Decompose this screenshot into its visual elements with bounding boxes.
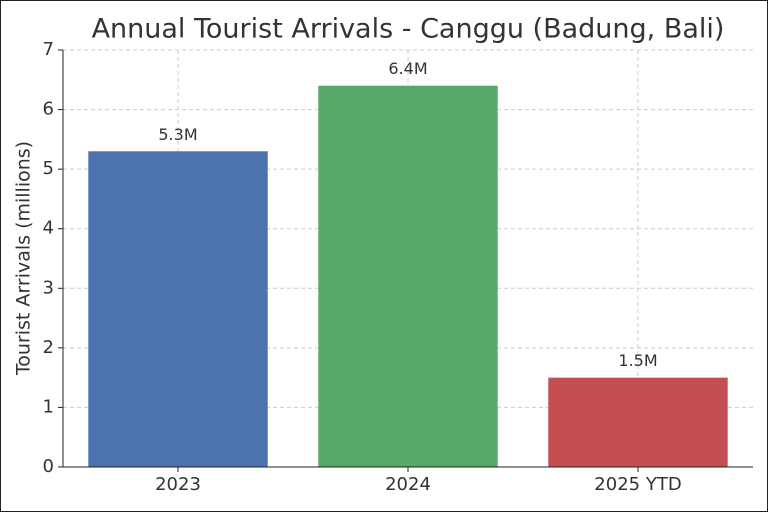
x-tick-label: 2023: [155, 474, 201, 495]
y-tick-label: 2: [43, 337, 54, 358]
bar: [548, 377, 728, 467]
chart-title: Annual Tourist Arrivals - Canggu (Badung…: [92, 14, 725, 45]
bar: [318, 85, 498, 467]
value-label: 5.3M: [158, 125, 197, 144]
x-tick-label: 2025 YTD: [594, 474, 681, 495]
y-tick-label: 5: [43, 158, 54, 179]
y-tick-label: 3: [43, 277, 54, 298]
value-label: 1.5M: [618, 351, 657, 370]
y-tick-label: 1: [43, 396, 54, 417]
y-tick-label: 0: [43, 456, 54, 477]
y-axis-label: Tourist Arrivals (millions): [13, 141, 35, 376]
bar: [88, 151, 268, 467]
value-label: 6.4M: [388, 59, 427, 78]
y-tick-label: 7: [43, 39, 54, 60]
y-tick-label: 4: [43, 218, 54, 239]
x-tick-label: 2024: [385, 474, 431, 495]
y-tick-label: 6: [43, 99, 54, 120]
